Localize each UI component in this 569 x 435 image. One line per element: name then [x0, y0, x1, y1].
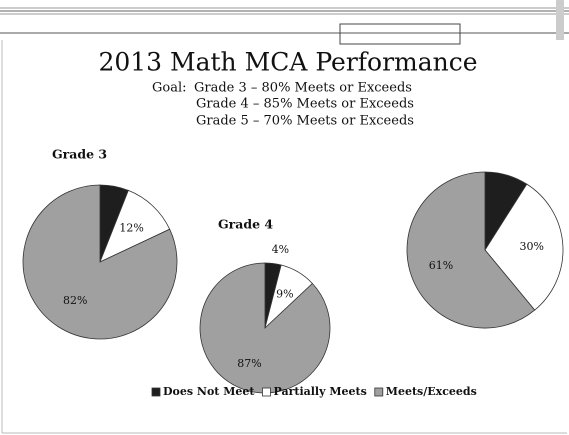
legend-swatch — [374, 387, 384, 397]
goal-line: Grade 4 – 85% Meets or Exceeds — [196, 97, 414, 112]
legend-label: Meets/Exceeds — [386, 385, 477, 398]
legend-label: Does Not Meet — [163, 385, 255, 398]
decor-bar — [556, 0, 564, 40]
slice-label: 30% — [519, 240, 543, 253]
slice-label: 9% — [276, 287, 293, 300]
pie-title: Grade 3 — [52, 147, 107, 162]
slice-label: 82% — [63, 294, 87, 307]
slide-title: 2013 Math MCA Performance — [98, 48, 477, 77]
goal-line: Grade 3 – 80% Meets or Exceeds — [194, 81, 412, 96]
legend-label: Partially Meets — [273, 385, 366, 398]
slice-label: 4% — [272, 243, 289, 256]
pie-slice — [406, 171, 536, 329]
legend-swatch — [151, 387, 161, 397]
slice-label: 12% — [119, 221, 143, 234]
decor-box — [339, 23, 461, 45]
pie-slice — [199, 262, 331, 394]
goal-line: Grade 5 – 70% Meets or Exceeds — [196, 114, 414, 129]
pie-slice — [22, 184, 178, 340]
goal-label: Goal: — [152, 81, 187, 96]
slice-label: 61% — [429, 259, 453, 272]
pie-title: Grade 4 — [218, 217, 273, 232]
pie-slice — [484, 183, 564, 311]
slice-label: 87% — [237, 357, 261, 370]
legend-swatch — [262, 387, 271, 397]
